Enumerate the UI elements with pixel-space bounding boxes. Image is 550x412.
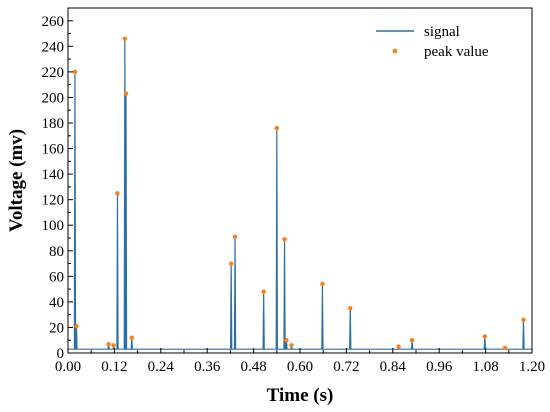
y-tick-label: 200 (42, 90, 65, 106)
peak-point (111, 343, 116, 348)
signal-series (68, 38, 532, 350)
x-tick-label: 0.84 (380, 359, 407, 375)
peak-value-series (72, 36, 526, 351)
peak-point (72, 69, 78, 75)
y-tick-label: 60 (49, 269, 64, 285)
peak-point (320, 281, 325, 287)
y-tick-label: 0 (57, 346, 65, 362)
y-tick-label: 80 (49, 244, 64, 260)
y-tick-label: 120 (42, 193, 65, 209)
legend-signal-label: signal (424, 24, 460, 40)
y-tick-label: 160 (42, 142, 65, 158)
y-tick-label: 180 (42, 116, 65, 132)
peak-point (282, 237, 287, 242)
legend-peak-label: peak value (424, 44, 489, 60)
peak-point (129, 335, 134, 340)
x-tick-label: 1.20 (519, 359, 545, 375)
peak-point (274, 125, 279, 131)
y-tick-label: 260 (42, 14, 65, 30)
x-tick-label: 1.08 (472, 359, 498, 375)
peak-point (482, 334, 488, 339)
y-tick-label: 140 (42, 167, 65, 183)
y-axis: 0 20 40 60 80 100 120 140 160 180 200 220 240 260 (42, 14, 73, 362)
x-tick-label: 0.36 (194, 359, 221, 375)
peak-point (521, 317, 526, 322)
peak-point (409, 338, 415, 343)
peak-point (284, 338, 289, 343)
x-tick-label: 0.24 (148, 359, 175, 375)
x-tick-label: 0.48 (240, 359, 266, 375)
y-tick-label: 220 (42, 65, 65, 81)
peak-point (123, 91, 129, 96)
x-tick-label: 0.00 (55, 359, 81, 375)
legend-peak-swatch (392, 48, 398, 54)
y-tick-label: 240 (42, 39, 65, 55)
x-tick-label: 0.60 (287, 359, 313, 375)
y-tick-label: 100 (42, 218, 65, 234)
x-axis: 0.00 0.12 0.24 0.36 0.48 0.60 0.72 0.84 0.96 1.08… (55, 348, 545, 375)
x-tick-label: 0.96 (426, 359, 453, 375)
y-tick-label: 40 (49, 295, 64, 311)
y-tick-label: 20 (49, 320, 64, 336)
x-tick-label: 0.72 (333, 359, 359, 375)
peak-point (122, 36, 128, 41)
peak-point (232, 234, 238, 239)
peak-point (396, 344, 401, 349)
peak-point (261, 289, 266, 294)
peak-point (289, 343, 294, 348)
peak-point (106, 341, 111, 347)
peak-point (115, 191, 120, 196)
peak-point (228, 261, 234, 266)
peak-point (502, 345, 508, 351)
y-axis-title: Voltage (mv) (6, 129, 27, 232)
legend: signal peak value (376, 24, 489, 60)
peak-point (348, 306, 353, 311)
signal-line (68, 38, 532, 350)
x-axis-title: Time (s) (267, 385, 334, 406)
x-tick-label: 0.12 (101, 359, 127, 375)
peak-point (74, 323, 79, 329)
